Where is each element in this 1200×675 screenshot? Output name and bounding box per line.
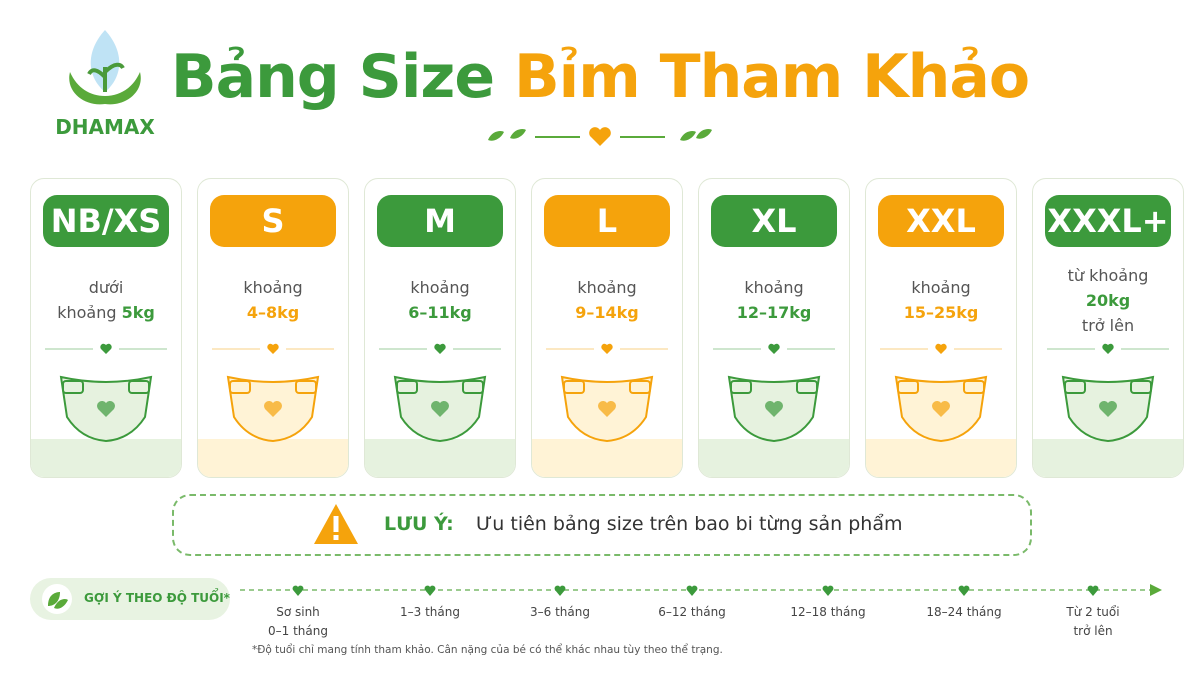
weight: 9–14kg: [575, 303, 639, 322]
weight-line: 20kg: [1033, 288, 1183, 313]
size-text: khoảng 4–8kg: [198, 261, 348, 339]
timeline-text: trở lên: [1073, 624, 1113, 638]
size-label: L: [544, 195, 670, 247]
timeline-text: 18–24 tháng: [926, 605, 1002, 619]
point-heart: [424, 585, 436, 596]
size-card: NB/XS dưới khoảng 5kg: [30, 178, 182, 478]
title: Bảng Size Bỉm Tham Khảo: [0, 42, 1200, 112]
weight: 15–25kg: [903, 303, 979, 322]
timeline-text: 12–18 tháng: [790, 605, 866, 619]
size-label: NB/XS: [43, 195, 169, 247]
size-text: dưới khoảng 5kg: [31, 261, 181, 339]
text-line: từ khoảng: [1067, 265, 1149, 285]
size-label: M: [377, 195, 503, 247]
card-foot: [31, 439, 181, 477]
text-line: khoảng: [911, 278, 971, 297]
point-heart: [686, 585, 698, 596]
point-heart: [958, 585, 970, 596]
size-label: XL: [711, 195, 837, 247]
diaper-icon: [212, 343, 334, 443]
text-line: khoảng: [410, 278, 470, 297]
card-foot: [699, 439, 849, 477]
timeline-label: GỢI Ý THEO ĐỘ TUỔI*: [84, 591, 230, 605]
timeline-text: 1–3 tháng: [400, 605, 460, 619]
timeline-text: 6–12 tháng: [658, 605, 726, 619]
divider: [488, 127, 712, 146]
diaper-icon: [546, 343, 668, 443]
diaper-icon: [713, 343, 835, 443]
leaf-icon: [42, 584, 72, 614]
note-text: Ưu tiên bảng size trên bao bi từng sản p…: [476, 513, 903, 535]
point-heart: [554, 585, 566, 596]
size-label: S: [210, 195, 336, 247]
point-heart: [292, 585, 304, 596]
size-text: từ khoảng 20kg trở lên: [1033, 261, 1183, 339]
weight-line: 12–17kg: [699, 300, 849, 325]
card-foot: [365, 439, 515, 477]
timeline-point: 3–6 tháng: [500, 584, 620, 622]
point-heart: [1087, 585, 1099, 596]
text-line: khoảng: [577, 278, 637, 297]
title-a: Bảng Size: [170, 42, 495, 112]
title-b: Bỉm Tham Khảo: [513, 42, 1030, 112]
timeline-label-box: GỢI Ý THEO ĐỘ TUỔI*: [30, 578, 230, 620]
footnote: *Độ tuổi chỉ mang tính tham khảo. Cân nặ…: [252, 644, 723, 656]
size-label: XXL: [878, 195, 1004, 247]
size-text: khoảng 12–17kg: [699, 261, 849, 339]
card-foot: [1033, 439, 1183, 477]
diaper-icon: [880, 343, 1002, 443]
text-line: khoảng: [243, 278, 303, 297]
note-box: LƯU Ý: Ưu tiên bảng size trên bao bi từn…: [172, 494, 1032, 556]
text-line: dưới: [88, 278, 124, 297]
timeline-point: 6–12 tháng: [632, 584, 752, 622]
timeline-text: 3–6 tháng: [530, 605, 590, 619]
diaper-icon: [379, 343, 501, 443]
size-card: XXXL+ từ khoảng 20kg trở lên: [1032, 178, 1184, 478]
weight-line: 6–11kg: [365, 300, 515, 325]
timeline-point: 1–3 tháng: [370, 584, 490, 622]
size-label: XXXL+: [1045, 195, 1171, 247]
weight-prefix: khoảng: [57, 303, 117, 322]
note-label: LƯU Ý:: [384, 513, 454, 535]
weight: 5kg: [121, 303, 155, 322]
diaper-icon: [1047, 343, 1169, 443]
weight-line: 15–25kg: [866, 300, 1016, 325]
brand: DHAMAX: [55, 115, 155, 139]
weight: 4–8kg: [246, 303, 300, 322]
timeline-point: Từ 2 tuổi trở lên: [1033, 584, 1153, 641]
size-text: khoảng 9–14kg: [532, 261, 682, 339]
size-text: khoảng 15–25kg: [866, 261, 1016, 339]
weight-line: 9–14kg: [532, 300, 682, 325]
card-foot: [198, 439, 348, 477]
timeline-point: 18–24 tháng: [904, 584, 1024, 622]
timeline-text: Từ 2 tuổi: [1066, 605, 1120, 619]
weight: 20kg: [1085, 290, 1131, 310]
timeline-text: 0–1 tháng: [268, 624, 328, 638]
card-foot: [866, 439, 1016, 477]
text-line: trở lên: [1081, 315, 1135, 335]
logo: DHAMAX: [55, 30, 155, 139]
card-foot: [532, 439, 682, 477]
timeline-point: Sơ sinh 0–1 tháng: [238, 584, 358, 641]
weight: 12–17kg: [736, 303, 812, 322]
timeline-point: 12–18 tháng: [768, 584, 888, 622]
weight-line: khoảng 5kg: [31, 300, 181, 325]
point-heart: [822, 585, 834, 596]
weight-line: 4–8kg: [198, 300, 348, 325]
text-line: khoảng: [744, 278, 804, 297]
size-text: khoảng 6–11kg: [365, 261, 515, 339]
diaper-icon: [45, 343, 167, 443]
size-card: XL khoảng 12–17kg: [698, 178, 850, 478]
timeline-text: Sơ sinh: [276, 605, 320, 619]
warning-icon: [314, 504, 358, 544]
weight: 6–11kg: [408, 303, 472, 322]
size-card: XXL khoảng 15–25kg: [865, 178, 1017, 478]
